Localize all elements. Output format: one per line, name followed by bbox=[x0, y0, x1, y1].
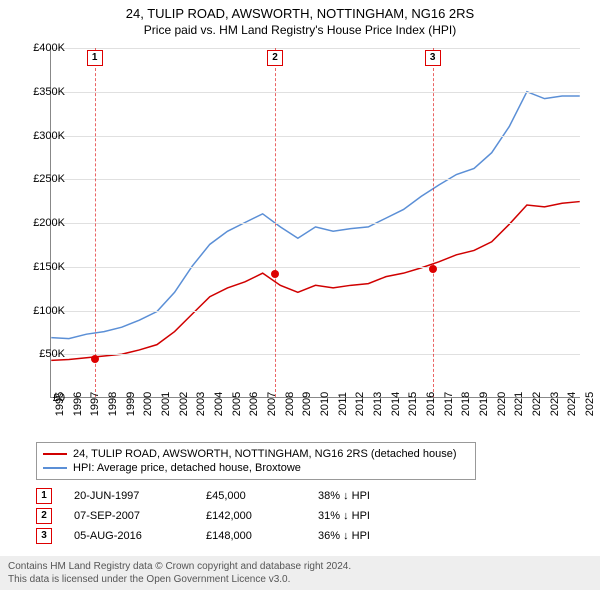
series-property bbox=[51, 202, 579, 361]
sales-table: 1 20-JUN-1997 £45,000 38% ↓ HPI 2 07-SEP-2007… bbox=[36, 486, 418, 546]
x-axis-label: 2018 bbox=[460, 392, 472, 416]
gridline bbox=[51, 267, 580, 268]
sale-point-dot bbox=[271, 270, 279, 278]
sales-date: 20-JUN-1997 bbox=[74, 490, 184, 502]
sales-pct: 38% ↓ HPI bbox=[318, 490, 418, 502]
x-axis-label: 1997 bbox=[89, 392, 101, 416]
x-axis-label: 2007 bbox=[266, 392, 278, 416]
x-axis-label: 2012 bbox=[354, 392, 366, 416]
y-axis-label: £400K bbox=[20, 42, 65, 54]
sale-point-dot bbox=[429, 265, 437, 273]
x-axis-label: 2006 bbox=[248, 392, 260, 416]
sale-reference-line bbox=[275, 48, 276, 397]
x-axis-label: 2022 bbox=[531, 392, 543, 416]
x-axis-label: 2023 bbox=[549, 392, 561, 416]
x-axis-label: 1996 bbox=[72, 392, 84, 416]
legend-swatch bbox=[43, 467, 67, 469]
x-axis-label: 2001 bbox=[160, 392, 172, 416]
y-axis-label: £150K bbox=[20, 261, 65, 273]
sales-date: 07-SEP-2007 bbox=[74, 510, 184, 522]
gridline bbox=[51, 136, 580, 137]
x-axis-label: 2016 bbox=[425, 392, 437, 416]
gridline bbox=[51, 354, 580, 355]
x-axis-label: 2005 bbox=[231, 392, 243, 416]
x-axis-label: 1995 bbox=[54, 392, 66, 416]
sales-row: 1 20-JUN-1997 £45,000 38% ↓ HPI bbox=[36, 486, 418, 506]
gridline bbox=[51, 92, 580, 93]
x-axis-label: 2014 bbox=[390, 392, 402, 416]
legend-row: 24, TULIP ROAD, AWSWORTH, NOTTINGHAM, NG… bbox=[43, 447, 469, 461]
legend-swatch bbox=[43, 453, 67, 455]
gridline bbox=[51, 179, 580, 180]
series-hpi bbox=[51, 92, 579, 339]
sales-price: £142,000 bbox=[206, 510, 296, 522]
x-axis-label: 2011 bbox=[337, 392, 349, 416]
y-axis-label: £200K bbox=[20, 217, 65, 229]
chart-plot-area: 1 2 3 bbox=[50, 48, 580, 398]
sale-reference-line bbox=[95, 48, 96, 397]
sales-date: 05-AUG-2016 bbox=[74, 530, 184, 542]
legend-label: 24, TULIP ROAD, AWSWORTH, NOTTINGHAM, NG… bbox=[73, 448, 457, 460]
x-axis-label: 2002 bbox=[178, 392, 190, 416]
x-axis-label: 2003 bbox=[195, 392, 207, 416]
sales-row-marker: 1 bbox=[36, 488, 52, 504]
footer: Contains HM Land Registry data © Crown c… bbox=[0, 556, 600, 590]
legend-label: HPI: Average price, detached house, Brox… bbox=[73, 462, 301, 474]
y-axis-label: £300K bbox=[20, 130, 65, 142]
x-axis-label: 2015 bbox=[407, 392, 419, 416]
gridline bbox=[51, 223, 580, 224]
gridline bbox=[51, 311, 580, 312]
x-axis-label: 2017 bbox=[443, 392, 455, 416]
sale-reference-line bbox=[433, 48, 434, 397]
x-axis-label: 2008 bbox=[284, 392, 296, 416]
x-axis-label: 2024 bbox=[566, 392, 578, 416]
sale-point-dot bbox=[91, 355, 99, 363]
x-axis-label: 2025 bbox=[584, 392, 596, 416]
sales-row-marker: 2 bbox=[36, 508, 52, 524]
y-axis-label: £350K bbox=[20, 86, 65, 98]
x-axis-label: 2019 bbox=[478, 392, 490, 416]
sales-row: 2 07-SEP-2007 £142,000 31% ↓ HPI bbox=[36, 506, 418, 526]
x-axis-label: 1998 bbox=[107, 392, 119, 416]
sales-pct: 31% ↓ HPI bbox=[318, 510, 418, 522]
y-axis-label: £250K bbox=[20, 173, 65, 185]
footer-line-2: This data is licensed under the Open Gov… bbox=[8, 573, 592, 586]
x-axis-label: 2004 bbox=[213, 392, 225, 416]
x-axis-label: 2020 bbox=[496, 392, 508, 416]
gridline bbox=[51, 48, 580, 49]
legend: 24, TULIP ROAD, AWSWORTH, NOTTINGHAM, NG… bbox=[36, 442, 476, 480]
sales-row: 3 05-AUG-2016 £148,000 36% ↓ HPI bbox=[36, 526, 418, 546]
sale-marker-box: 1 bbox=[87, 50, 103, 66]
x-axis-label: 1999 bbox=[125, 392, 137, 416]
x-axis-label: 2013 bbox=[372, 392, 384, 416]
sales-price: £45,000 bbox=[206, 490, 296, 502]
x-axis-label: 2000 bbox=[142, 392, 154, 416]
chart-subtitle: Price paid vs. HM Land Registry's House … bbox=[0, 23, 600, 41]
sales-row-marker: 3 bbox=[36, 528, 52, 544]
sales-pct: 36% ↓ HPI bbox=[318, 530, 418, 542]
y-axis-label: £100K bbox=[20, 305, 65, 317]
chart-title: 24, TULIP ROAD, AWSWORTH, NOTTINGHAM, NG… bbox=[0, 0, 600, 23]
sale-marker-box: 3 bbox=[425, 50, 441, 66]
sale-marker-box: 2 bbox=[267, 50, 283, 66]
x-axis-label: 2010 bbox=[319, 392, 331, 416]
x-axis-label: 2009 bbox=[301, 392, 313, 416]
y-axis-label: £50K bbox=[20, 348, 65, 360]
chart-container: 24, TULIP ROAD, AWSWORTH, NOTTINGHAM, NG… bbox=[0, 0, 600, 590]
sales-price: £148,000 bbox=[206, 530, 296, 542]
x-axis-label: 2021 bbox=[513, 392, 525, 416]
footer-line-1: Contains HM Land Registry data © Crown c… bbox=[8, 560, 592, 573]
legend-row: HPI: Average price, detached house, Brox… bbox=[43, 461, 469, 475]
